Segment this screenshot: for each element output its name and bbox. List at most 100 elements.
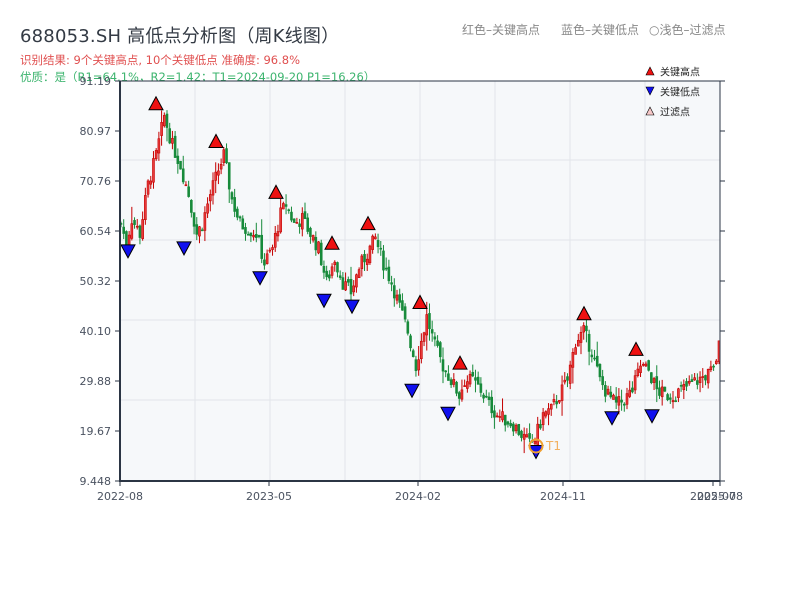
candle [311, 235, 315, 241]
candle [517, 423, 521, 435]
key-low-marker [176, 241, 192, 256]
key-low-marker [440, 406, 456, 422]
candle [319, 242, 323, 266]
candle [144, 195, 147, 221]
candle [487, 396, 491, 400]
candle [230, 192, 234, 200]
candle [674, 400, 678, 402]
candle [282, 203, 285, 210]
candle [498, 416, 502, 418]
candle [141, 219, 144, 239]
candle [447, 373, 450, 381]
candle [644, 363, 648, 367]
candle [192, 212, 196, 227]
candle [541, 412, 545, 426]
candle [227, 162, 231, 190]
key-low-marker [404, 383, 420, 399]
candle [460, 389, 464, 400]
candle [390, 282, 393, 285]
candle [146, 180, 150, 195]
candle [620, 399, 623, 403]
candle [162, 115, 166, 127]
candle [236, 208, 239, 218]
legend-label: 关键低点 [660, 86, 700, 99]
candle [468, 373, 472, 385]
candle [422, 332, 426, 342]
candle [135, 225, 139, 228]
candle [679, 385, 683, 387]
key-high-marker [360, 215, 376, 231]
candle [466, 381, 469, 389]
candle [560, 384, 564, 401]
candle [647, 360, 650, 371]
key-point-markers: T1 [120, 95, 660, 460]
candle [184, 184, 188, 187]
candle [444, 370, 448, 373]
candle [633, 375, 637, 391]
candle [160, 122, 163, 136]
candle [690, 379, 694, 382]
candle [349, 278, 353, 295]
y-tick-label: 70.76 [80, 175, 112, 188]
candle [284, 204, 288, 207]
candle [398, 294, 402, 303]
grid-lines [120, 81, 720, 481]
candle [698, 376, 702, 384]
candle [322, 265, 326, 273]
key-high-marker [576, 305, 592, 321]
candle [671, 400, 675, 403]
candle [384, 267, 388, 270]
candle [409, 335, 412, 349]
candle [704, 375, 707, 381]
candle [360, 255, 364, 270]
x-tick-label: 2025-07 [690, 490, 736, 503]
candle [474, 377, 477, 381]
key-high-marker [412, 294, 428, 309]
candle [279, 207, 282, 233]
candle [317, 241, 320, 254]
key-high-marker [628, 341, 644, 356]
candle [433, 336, 437, 340]
candle [555, 401, 558, 405]
key-low-marker [316, 293, 332, 309]
candle [238, 216, 242, 219]
candle [306, 217, 310, 232]
candle [406, 321, 410, 334]
candle [663, 386, 667, 392]
candle [636, 368, 640, 376]
candle [314, 236, 318, 251]
candle [696, 380, 699, 385]
candle [346, 279, 350, 283]
candle [576, 340, 580, 347]
candle [457, 392, 461, 399]
candle [609, 391, 613, 398]
candle [138, 225, 142, 238]
y-tick-label: 19.67 [80, 425, 112, 438]
candle [371, 235, 374, 250]
candle [392, 285, 396, 299]
candle [598, 364, 602, 378]
candle [257, 235, 261, 238]
candle [628, 389, 632, 397]
candle [587, 333, 591, 352]
legend-filtered-icon [645, 106, 655, 116]
candle [579, 331, 583, 343]
key-low-marker [604, 411, 620, 426]
candle [157, 138, 161, 154]
candle [631, 387, 634, 393]
candle [303, 211, 307, 220]
candle [206, 203, 209, 214]
candle [387, 266, 391, 282]
candle [125, 231, 128, 247]
candle [622, 403, 626, 406]
candle [639, 365, 642, 373]
candle [617, 396, 621, 406]
y-tick-label: 40.10 [80, 325, 112, 338]
candle [176, 155, 180, 164]
candle [593, 357, 596, 360]
top-legend-filtered: ○浅色–过滤点 [649, 23, 726, 37]
candle [195, 224, 199, 235]
candles [119, 110, 721, 454]
